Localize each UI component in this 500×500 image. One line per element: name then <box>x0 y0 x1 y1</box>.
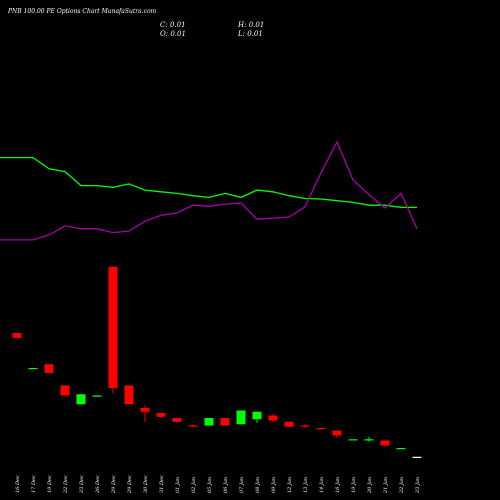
candle <box>12 333 22 338</box>
candle <box>332 430 342 438</box>
candle-body <box>252 411 262 420</box>
candle-body <box>188 425 198 427</box>
candle-body <box>44 364 54 373</box>
date-tick-label: 09 Jan <box>271 477 277 493</box>
candle-body <box>156 413 166 417</box>
candle-body <box>76 394 86 405</box>
candle-body <box>380 440 390 446</box>
candle <box>140 405 150 422</box>
candle-body <box>92 395 102 397</box>
candle-body <box>12 333 22 338</box>
date-tick-label: 29 Dec <box>127 475 133 494</box>
date-tick-label: 06 Jan <box>223 477 229 493</box>
candle <box>300 424 310 428</box>
candle-body <box>348 439 358 441</box>
chart-caption: PNB 100.00 PE Options Chart MunafaSutra.… <box>8 8 157 15</box>
candle-body <box>124 385 134 405</box>
candle <box>188 424 198 427</box>
candle <box>156 413 166 418</box>
candle-body <box>140 408 150 412</box>
date-tick-label: 19 Dec <box>47 475 53 493</box>
date-tick-label: 23 Dec <box>79 475 85 494</box>
candle-body <box>236 410 246 425</box>
candle-body <box>60 385 70 396</box>
date-tick-label: 26 Dec <box>95 475 101 494</box>
candle <box>220 418 230 426</box>
candle-body <box>396 448 406 450</box>
date-tick-label: 16 Dec <box>15 475 21 493</box>
candle <box>28 368 38 370</box>
candle <box>124 385 134 405</box>
high-value: H: 0.01 <box>238 21 265 29</box>
candle <box>348 439 358 441</box>
date-tick-label: 16 Jan <box>335 477 341 493</box>
date-tick-label: 05 Jan <box>207 477 213 493</box>
date-tick-label: 14 Jan <box>319 477 325 493</box>
candle-body <box>316 428 326 430</box>
candle-body <box>172 418 182 422</box>
date-tick-label: 31 Dec <box>159 475 165 493</box>
candle <box>364 436 374 442</box>
date-tick-label: 08 Jan <box>255 477 261 493</box>
candle-body <box>284 421 294 427</box>
candle-body <box>300 425 310 427</box>
candle <box>108 266 118 393</box>
open-value: O: 0.01 <box>160 30 186 38</box>
date-tick-label: 23 Jan <box>415 477 421 494</box>
green-average-line <box>0 156 417 209</box>
date-tick-label: 30 Dec <box>143 475 149 493</box>
candle <box>252 411 262 423</box>
date-tick-label: 21 Jan <box>383 477 389 494</box>
date-tick-label: 22 Jan <box>399 477 405 494</box>
candle <box>44 364 54 373</box>
close-value: C: 0.01 <box>160 21 186 29</box>
date-tick-label: 13 Jan <box>303 477 309 493</box>
candle <box>380 440 390 447</box>
candle <box>204 418 214 426</box>
candle <box>172 418 182 423</box>
candle-body <box>364 439 374 441</box>
moving-average-layer <box>0 140 418 241</box>
magenta-average-line <box>0 140 418 241</box>
candle-body <box>412 456 422 458</box>
date-axis: 16 Dec 17 Dec 19 Dec 22 Dec 23 Dec 26 Dec 29 D… <box>15 475 421 494</box>
candle-body <box>268 415 278 421</box>
candle <box>316 428 326 430</box>
candle-body <box>332 430 342 436</box>
date-tick-label: 17 Dec <box>31 475 37 493</box>
date-tick-label: 01 Jan <box>175 477 181 493</box>
candle <box>268 414 278 422</box>
date-tick-label: 20 Jan <box>367 477 373 494</box>
candle-layer <box>12 266 422 458</box>
date-tick-label: 29 Dec <box>111 475 117 494</box>
date-tick-label: 02 Jan <box>191 477 197 493</box>
candle-body <box>220 418 230 426</box>
date-tick-label: 22 Dec <box>63 475 69 494</box>
low-value: L: 0.01 <box>238 30 263 38</box>
candle <box>76 394 86 405</box>
candle-body <box>28 368 38 370</box>
candle <box>396 448 406 450</box>
date-tick-label: 12 Jan <box>287 477 293 493</box>
candle-body <box>204 418 214 426</box>
date-tick-label: 07 Jan <box>239 477 245 493</box>
candle <box>412 456 422 458</box>
date-tick-label: 19 Jan <box>351 477 357 493</box>
candle <box>92 395 102 397</box>
candle <box>284 421 294 427</box>
candle <box>236 410 246 425</box>
candle-body <box>108 266 118 388</box>
candle <box>60 385 70 396</box>
